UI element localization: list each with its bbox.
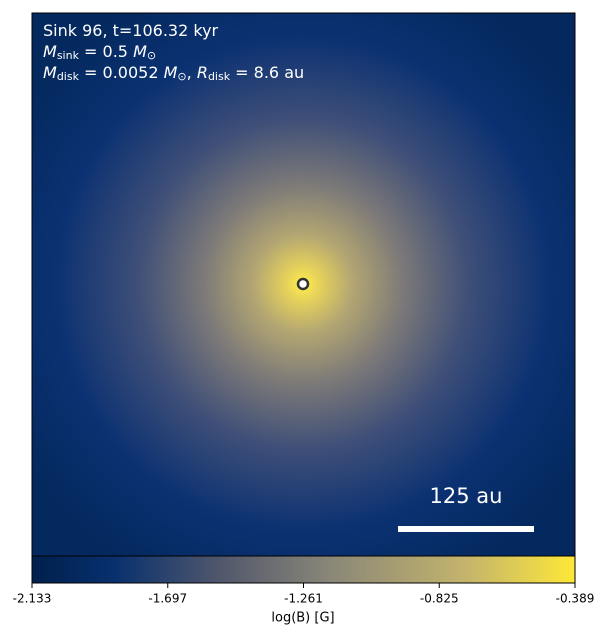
annotation-part: R	[197, 63, 208, 82]
annotation-part: disk	[57, 70, 80, 83]
annotation-part: = 0.0052	[79, 63, 164, 82]
colorbar-tick-label: -0.389	[556, 592, 595, 606]
annotation-part: M	[43, 63, 57, 82]
colorbar-tick-label: -2.133	[13, 592, 52, 606]
annotation-part: disk	[208, 70, 231, 83]
annotation-part: = 0.5	[79, 42, 133, 61]
colorbar	[31, 555, 576, 584]
annotation: Sink 96, t=106.32 kyr Msink = 0.5 M⊙ Mdisk…	[43, 21, 304, 84]
scale-bar-label: 125 au	[430, 484, 503, 508]
annotation-part: ⊙	[177, 70, 186, 83]
annotation-part: ,	[187, 63, 197, 82]
colorbar-label: log(B) [G]	[271, 611, 334, 626]
sink-marker	[296, 277, 310, 291]
annotation-part: ⊙	[147, 49, 156, 62]
annotation-part: M	[133, 42, 147, 61]
annotation-part: Sink 96, t=106.32 kyr	[43, 21, 219, 40]
annotation-part: M	[43, 42, 57, 61]
annotation-part: = 8.6 au	[230, 63, 304, 82]
annotation-part: M	[164, 63, 178, 82]
colorbar-tick-label: -1.261	[284, 592, 323, 606]
colorbar-tick-label: -0.825	[420, 592, 459, 606]
colorbar-tick-label: -1.697	[148, 592, 187, 606]
annotation-part: sink	[57, 49, 80, 62]
